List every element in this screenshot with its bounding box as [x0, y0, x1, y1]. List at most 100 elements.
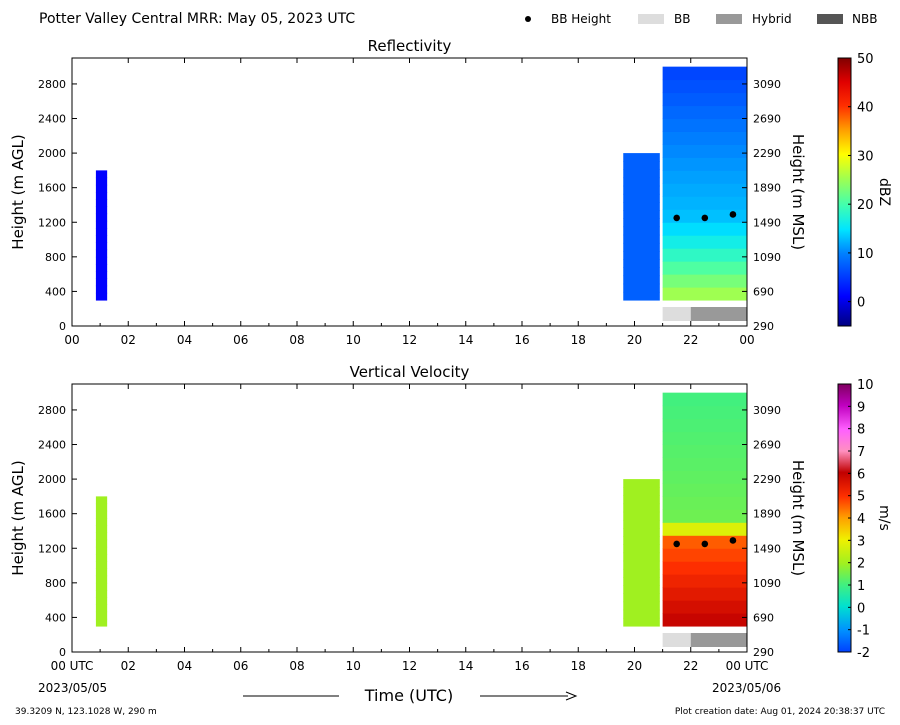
end-date-label: 2023/05/06 [712, 681, 781, 695]
precip-cell [95, 496, 108, 505]
precip-cell [95, 292, 108, 301]
bb-height-point [729, 211, 737, 218]
y-right-tick-label: 1490 [753, 216, 781, 229]
precip-cell [623, 153, 660, 162]
precip-cell [95, 582, 108, 591]
x-tick-label: 10 [346, 659, 361, 673]
precip-cell [623, 242, 660, 252]
y-tick-label: 1200 [38, 216, 66, 229]
precip-cell [623, 495, 660, 505]
precip-cell [623, 210, 660, 219]
colorbar-tick-label: 0 [857, 601, 865, 616]
colorbar-tick-label: 40 [857, 101, 874, 116]
y-right-tick-label: 1890 [753, 508, 781, 521]
precip-cell [662, 248, 747, 262]
precip-cell [662, 561, 747, 575]
precip-cell [623, 617, 660, 627]
bb-type-bar [690, 633, 747, 647]
precip-cell [95, 264, 108, 272]
colorbar-tick-label: 8 [857, 423, 865, 438]
y-tick-label: 1200 [38, 542, 66, 555]
vertical-velocity-panel: Vertical Velocity 00 UTC 02 04 06 08 10 12 14 16… [9, 363, 892, 673]
precip-cell [95, 597, 108, 605]
precip-cell [662, 522, 747, 536]
colorbar-tick-label: -1 [857, 624, 870, 639]
precip-cell [623, 283, 660, 293]
precip-cell [623, 544, 660, 554]
x-tick-label: 06 [233, 333, 248, 347]
precip-cell [623, 585, 660, 594]
x-tick-label: 06 [233, 659, 248, 673]
y-right-tick-label: 3090 [753, 78, 781, 91]
colorbar-label: m/s [876, 505, 892, 531]
precip-cell [95, 235, 108, 243]
precip-cell [662, 183, 747, 197]
precip-cell [95, 561, 108, 569]
precip-cell [623, 218, 660, 228]
x-tick-label: 00 [739, 333, 754, 347]
precip-cell [95, 177, 108, 186]
y-tick-label: 2800 [38, 78, 66, 91]
precip-cell [623, 193, 660, 203]
precip-cell [623, 536, 660, 545]
x-tick-label: 00 UTC [726, 659, 769, 673]
precip-cell [662, 392, 747, 407]
colorbar-tick-label: 10 [857, 247, 874, 262]
y-axis-right-label: Height (m MSL) [789, 134, 807, 250]
precip-cell [623, 161, 660, 170]
precip-cell [662, 235, 747, 249]
precip-cell [95, 220, 108, 229]
precip-cell [662, 92, 747, 107]
panel-title: Vertical Velocity [350, 363, 470, 381]
legend: BB Height BB Hybrid NBB [525, 12, 877, 26]
reflectivity-panel: Reflectivity 00 02 04 06 08 10 12 14 16 18 20 22 000… [9, 37, 892, 347]
time-axis-label: Time (UTC) [364, 686, 453, 705]
y-right-tick-label: 290 [753, 320, 774, 333]
precip-cell [95, 271, 108, 279]
precip-cell [662, 131, 747, 145]
y-tick-label: 2800 [38, 404, 66, 417]
precip-cell [623, 601, 660, 611]
precip-cell [95, 611, 108, 620]
colorbar-tick-label: 6 [857, 467, 865, 482]
precip-cell [623, 593, 660, 603]
precip-cell [95, 228, 108, 236]
precip-cell [623, 259, 660, 268]
bb-height-point [701, 540, 709, 548]
x-tick-label: 04 [177, 659, 192, 673]
precip-cell [662, 457, 747, 471]
location-note: 39.3209 N, 123.1028 W, 290 m [15, 707, 157, 717]
bb-type-bar [690, 307, 747, 321]
x-tick-label: 14 [458, 659, 473, 673]
y-right-tick-label: 1890 [753, 182, 781, 195]
precip-cell [623, 267, 660, 277]
x-tick-label: 00 [64, 333, 79, 347]
precip-cell [95, 249, 108, 258]
precip-cell [662, 170, 747, 184]
precip-cell [662, 222, 747, 236]
precip-cell [662, 613, 747, 627]
precip-cell [623, 177, 660, 187]
y-right-tick-label: 1090 [753, 251, 781, 264]
precip-cell [623, 202, 660, 211]
y-right-tick-label: 690 [753, 285, 774, 298]
precip-cell [623, 503, 660, 513]
bb-height-point [673, 540, 680, 548]
precip-cell [95, 184, 108, 193]
colorbar-label: dBZ [876, 178, 892, 206]
precip-cell [662, 418, 747, 433]
y-tick-label: 800 [45, 577, 66, 590]
y-right-tick-label: 2290 [753, 147, 781, 160]
legend-label-nbb: NBB [852, 12, 877, 26]
bb-height-point [729, 537, 737, 544]
precip-cell [662, 118, 747, 132]
figure-title: Potter Valley Central MRR: May 05, 2023 … [39, 11, 355, 27]
precip-cell [662, 261, 747, 275]
precip-cell [95, 575, 108, 584]
precip-cell [95, 590, 108, 598]
colorbar [837, 57, 852, 327]
x-tick-label: 08 [289, 659, 304, 673]
precip-cell [95, 199, 108, 207]
precip-cell [662, 105, 747, 120]
